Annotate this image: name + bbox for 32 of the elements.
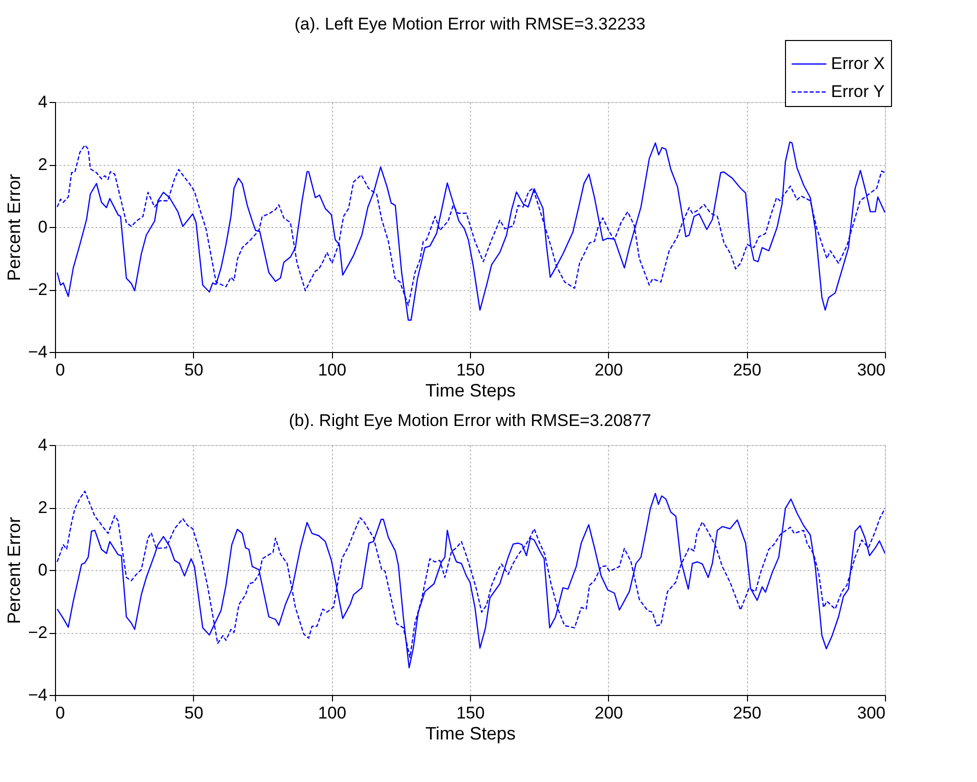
chart-title: (b). Right Eye Motion Error with RMSE=3.20877	[288, 411, 652, 430]
y-tick-label: −2	[28, 623, 48, 642]
x-axis-title: Time Steps	[425, 724, 516, 744]
y-tick-label: 0	[38, 218, 48, 236]
y-tick-label: 4	[38, 436, 48, 454]
x-tick-label: 100	[318, 360, 346, 380]
x-tick-label: 0	[56, 360, 65, 380]
y-tick-label: 2	[38, 155, 48, 174]
legend-label: Error Y	[831, 82, 885, 101]
y-tick-label: −4	[28, 342, 48, 362]
legend-label: Error X	[831, 54, 885, 73]
x-tick-label: 200	[594, 360, 624, 380]
x-tick-label: 250	[732, 360, 762, 380]
x-tick-label: 0	[56, 704, 65, 722]
x-tick-label: 100	[318, 704, 346, 722]
chart-title: (a). Left Eye Motion Error with RMSE=3.32233	[294, 14, 646, 34]
x-axis-title: Time Steps	[425, 380, 516, 400]
y-tick-label: 2	[38, 498, 48, 517]
y-tick-label: 0	[38, 560, 48, 580]
x-tick-label: 50	[184, 704, 204, 722]
y-tick-label: −2	[28, 280, 48, 299]
x-tick-label: 50	[184, 360, 204, 380]
x-tick-label: 300	[857, 704, 886, 722]
y-tick-label: −4	[28, 686, 48, 704]
y-axis-title: Percent Error	[4, 174, 24, 282]
x-tick-label: 250	[732, 704, 762, 722]
x-tick-label: 150	[456, 704, 485, 722]
x-tick-label: 300	[857, 360, 886, 380]
x-tick-label: 150	[456, 360, 485, 380]
x-tick-label: 200	[594, 704, 624, 722]
y-tick-label: 4	[38, 92, 48, 112]
y-axis-title: Percent Error	[4, 516, 24, 624]
